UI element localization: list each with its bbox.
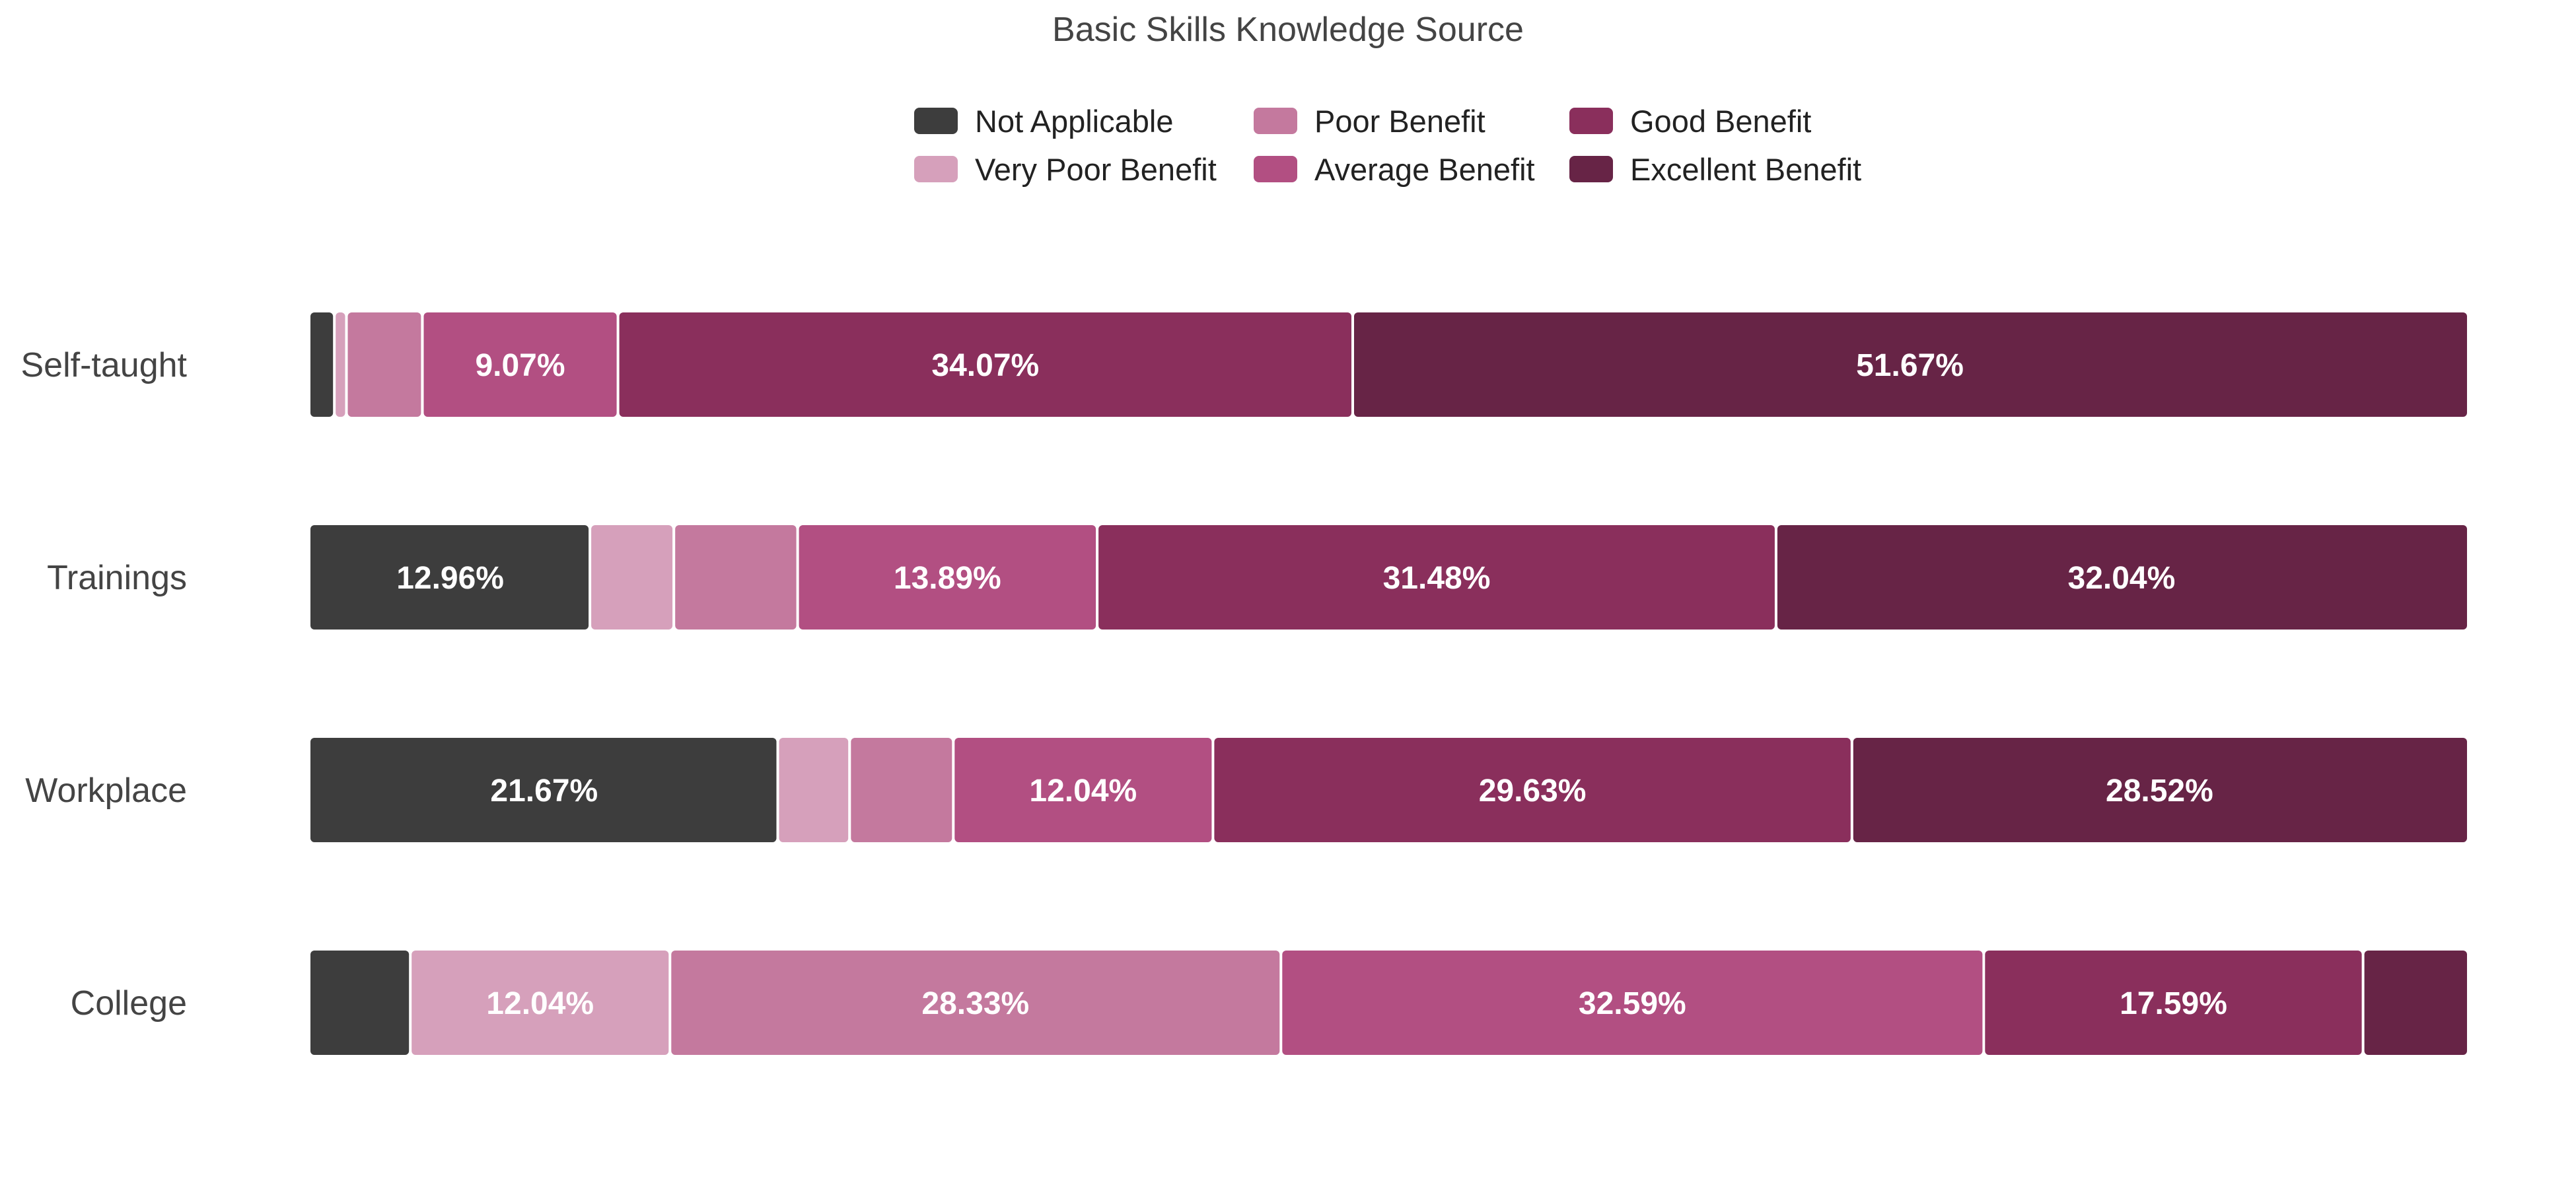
- data-label-trainings-excellent-benefit: 32.04%: [2068, 561, 2176, 596]
- data-label-workplace-average-benefit: 12.04%: [1029, 774, 1137, 809]
- legend-swatch: [914, 108, 958, 134]
- bar-segment-college-very-poor-benefit: [411, 951, 669, 1055]
- data-label-self-taught-excellent-benefit: 51.67%: [1856, 348, 1964, 383]
- legend-label: Average Benefit: [1314, 152, 1535, 187]
- bar-segment-self-taught-good-benefit: [619, 312, 1351, 417]
- bar-segment-workplace-good-benefit: [1214, 738, 1851, 842]
- chart-title: Basic Skills Knowledge Source: [1052, 11, 1524, 49]
- legend-label: Very Poor Benefit: [975, 152, 1217, 187]
- bar-segment-college-average-benefit: [1282, 951, 1983, 1055]
- category-axis-labels: Self-taught Trainings Workplace College: [21, 346, 188, 1023]
- bar-segment-trainings-excellent-benefit: [1777, 525, 2467, 630]
- bar-segment-trainings-good-benefit: [1098, 525, 1775, 630]
- data-label-trainings-average-benefit: 13.89%: [894, 561, 1001, 596]
- legend-swatch: [914, 156, 958, 182]
- data-label-workplace-good-benefit: 29.63%: [1479, 774, 1587, 809]
- legend-label: Excellent Benefit: [1630, 152, 1861, 187]
- legend-swatch: [1569, 108, 1613, 134]
- category-label-college: College: [71, 984, 187, 1023]
- legend-item-excellent-benefit: Excellent Benefit: [1569, 152, 1861, 187]
- data-label-self-taught-average-benefit: 9.07%: [475, 348, 565, 383]
- data-label-trainings-not-applicable: 12.96%: [396, 561, 504, 596]
- legend-label: Good Benefit: [1630, 104, 1811, 139]
- data-label-trainings-good-benefit: 31.48%: [1383, 561, 1491, 596]
- bar-segment-workplace-poor-benefit: [851, 738, 952, 842]
- bar-row-self-taught: [310, 312, 2467, 417]
- bar-segment-self-taught-very-poor-benefit: [336, 312, 345, 417]
- bar-segment-trainings-very-poor-benefit: [591, 525, 673, 630]
- bar-segment-workplace-not-applicable: [310, 738, 777, 842]
- bar-group: [310, 312, 2467, 1055]
- data-label-college-average-benefit: 32.59%: [1579, 986, 1686, 1021]
- bar-segment-trainings-average-benefit: [799, 525, 1096, 630]
- data-label-self-taught-good-benefit: 34.07%: [931, 348, 1039, 383]
- bar-segment-self-taught-average-benefit: [423, 312, 617, 417]
- bar-segment-college-not-applicable: [310, 951, 410, 1055]
- legend: Not Applicable Very Poor Benefit Poor Bene…: [914, 104, 1861, 187]
- bar-segment-self-taught-poor-benefit: [347, 312, 421, 417]
- legend-item-good-benefit: Good Benefit: [1569, 104, 1811, 139]
- bar-segment-workplace-average-benefit: [954, 738, 1212, 842]
- data-label-group: 9.07% 34.07% 51.67% 12.96% 13.89% 31.48% 32.04…: [396, 348, 2227, 1021]
- bar-segment-college-good-benefit: [1985, 951, 2362, 1055]
- category-label-trainings: Trainings: [47, 559, 187, 597]
- bar-segment-college-excellent-benefit: [2364, 951, 2467, 1055]
- data-label-college-good-benefit: 17.59%: [2120, 986, 2227, 1021]
- bar-row-workplace: [310, 738, 2467, 842]
- legend-label: Not Applicable: [975, 104, 1173, 139]
- bar-segment-self-taught-excellent-benefit: [1354, 312, 2467, 417]
- legend-item-very-poor-benefit: Very Poor Benefit: [914, 152, 1217, 187]
- legend-swatch: [1569, 156, 1613, 182]
- data-label-college-poor-benefit: 28.33%: [921, 986, 1029, 1021]
- bar-segment-workplace-excellent-benefit: [1853, 738, 2467, 842]
- legend-swatch: [1254, 108, 1297, 134]
- category-label-self-taught: Self-taught: [21, 346, 188, 384]
- legend-item-not-applicable: Not Applicable: [914, 104, 1173, 139]
- bar-row-college: [310, 951, 2467, 1055]
- bar-segment-college-poor-benefit: [671, 951, 1280, 1055]
- category-label-workplace: Workplace: [25, 772, 187, 810]
- legend-label: Poor Benefit: [1314, 104, 1485, 139]
- legend-item-poor-benefit: Poor Benefit: [1254, 104, 1485, 139]
- bar-segment-self-taught-not-applicable: [310, 312, 334, 417]
- data-label-workplace-not-applicable: 21.67%: [490, 774, 598, 809]
- data-label-workplace-excellent-benefit: 28.52%: [2106, 774, 2213, 809]
- bar-segment-workplace-very-poor-benefit: [779, 738, 849, 842]
- bar-segment-trainings-not-applicable: [310, 525, 589, 630]
- legend-swatch: [1254, 156, 1297, 182]
- bar-segment-trainings-poor-benefit: [675, 525, 797, 630]
- legend-item-average-benefit: Average Benefit: [1254, 152, 1535, 187]
- bar-row-trainings: [310, 525, 2467, 630]
- data-label-college-very-poor-benefit: 12.04%: [486, 986, 594, 1021]
